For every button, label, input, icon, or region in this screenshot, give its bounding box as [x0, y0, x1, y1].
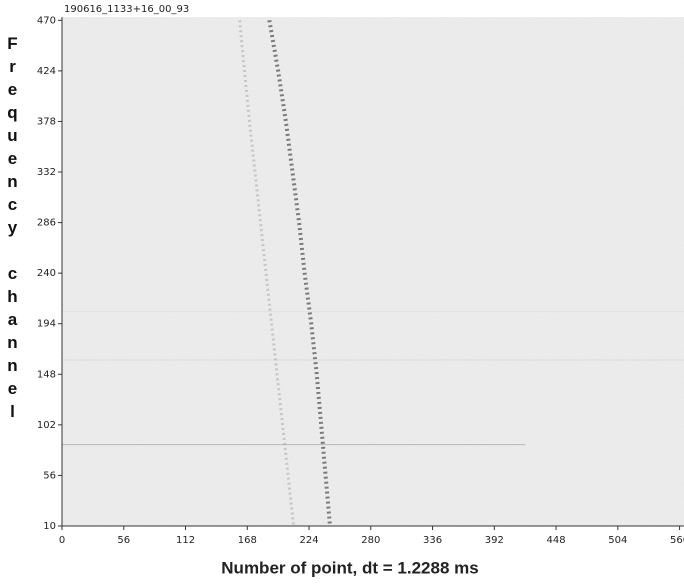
y-tick-label: 148: [37, 369, 56, 380]
y-axis-label: Frequency channel: [3, 34, 22, 425]
y-tick-label: 332: [37, 167, 56, 178]
x-tick-label: 112: [176, 535, 195, 546]
y-tick-label: 286: [37, 218, 56, 229]
y-tick-label: 102: [37, 420, 56, 431]
x-tick-label: 448: [547, 535, 566, 546]
x-tick-label: 280: [361, 535, 380, 546]
pulse-track: [267, 19, 332, 527]
x-tick-label: 0: [59, 535, 65, 546]
noise-texture: [62, 17, 684, 526]
y-tick-label: 194: [37, 319, 56, 330]
y-tick-label: 10: [43, 521, 56, 532]
x-tick-label: 504: [608, 535, 627, 546]
x-tick-label: 224: [299, 535, 318, 546]
y-tick-label: 56: [43, 470, 56, 481]
x-tick-label: 56: [117, 535, 130, 546]
y-tick-label: 470: [37, 15, 56, 26]
x-tick-label: 336: [423, 535, 442, 546]
y-tick-label: 378: [37, 116, 56, 127]
chart-title: 190616_1133+16_00_93: [64, 4, 189, 15]
y-tick-label: 424: [37, 66, 56, 77]
x-axis-label: Number of point, dt = 1.2288 ms: [221, 558, 478, 577]
x-tick-label: 560: [670, 535, 684, 546]
y-tick-label: 240: [37, 268, 56, 279]
x-tick-label: 168: [238, 535, 257, 546]
x-tick-label: 392: [485, 535, 504, 546]
